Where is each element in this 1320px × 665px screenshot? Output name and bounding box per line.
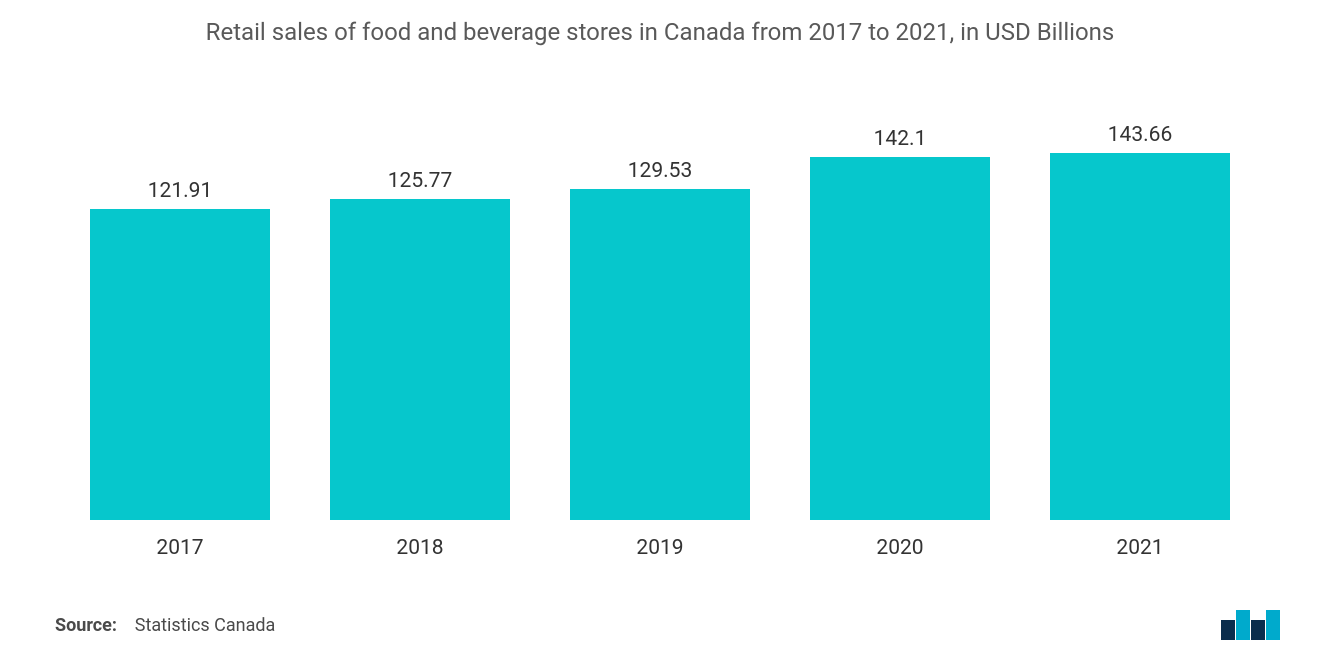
bar xyxy=(570,189,750,520)
bar-value-label: 142.1 xyxy=(874,127,927,151)
bar-group: 121.91 xyxy=(60,90,300,520)
x-axis-tick: 2018 xyxy=(300,536,540,560)
chart-footer: Source: Statistics Canada xyxy=(55,610,1280,640)
source-line: Source: Statistics Canada xyxy=(55,615,275,636)
bar-value-label: 121.91 xyxy=(148,179,213,203)
bar-value-label: 143.66 xyxy=(1108,123,1173,147)
x-axis-tick: 2020 xyxy=(780,536,1020,560)
bar-value-label: 125.77 xyxy=(388,169,453,193)
bar xyxy=(1050,153,1230,520)
logo-bar-icon xyxy=(1251,620,1265,640)
bar-group: 142.1 xyxy=(780,90,1020,520)
logo-bar-icon xyxy=(1236,610,1250,640)
chart-plot-area: 121.91 125.77 129.53 142.1 143.66 xyxy=(60,90,1260,520)
bar-group: 129.53 xyxy=(540,90,780,520)
bar xyxy=(330,199,510,520)
x-axis-tick: 2019 xyxy=(540,536,780,560)
bar-group: 143.66 xyxy=(1020,90,1260,520)
logo-bar-icon xyxy=(1221,620,1235,640)
bar xyxy=(90,209,270,520)
logo-bar-icon xyxy=(1266,610,1280,640)
bar xyxy=(810,157,990,520)
x-axis-tick: 2017 xyxy=(60,536,300,560)
x-axis-tick: 2021 xyxy=(1020,536,1260,560)
bar-value-label: 129.53 xyxy=(628,159,693,183)
source-label: Source: xyxy=(55,615,117,636)
brand-logo-icon xyxy=(1221,610,1280,640)
bar-group: 125.77 xyxy=(300,90,540,520)
source-value: Statistics Canada xyxy=(135,615,276,636)
chart-title: Retail sales of food and beverage stores… xyxy=(0,0,1320,46)
chart-x-axis: 20172018201920202021 xyxy=(60,536,1260,560)
